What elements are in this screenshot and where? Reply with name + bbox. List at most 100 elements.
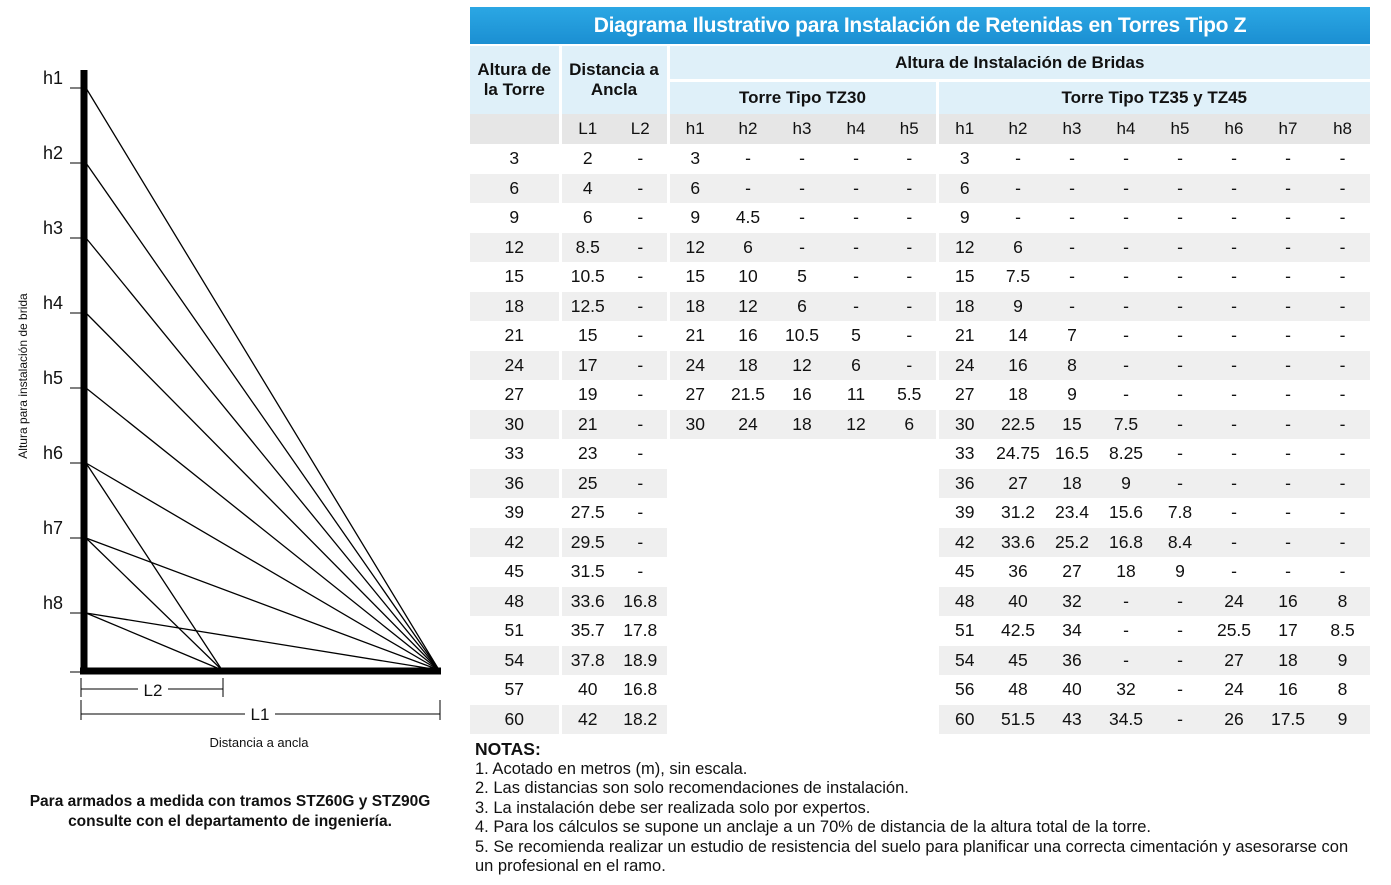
table-cell: - [1261,439,1315,469]
table-cell: 27 [666,380,721,410]
table-cell: 23 [558,439,614,469]
table-cell: 48 [935,586,991,616]
table-cell: 19 [558,380,614,410]
table-cell: - [1045,203,1099,233]
table-cell: - [1315,262,1371,292]
custom-build-note-line2: consulte con el departamento de ingenier… [68,813,392,830]
column-header: h1 [935,114,991,144]
column-header-empty [470,114,560,144]
table-cell: - [829,173,883,203]
column-header-row: L1 L2 h1 h2 h3 h4 h5 h1 h2 h3 h4 h5 h6 h7 h8 [470,114,1371,144]
table-cell: - [1045,144,1099,174]
table-cell [666,557,721,587]
header-tower-height: Altura de la Torre [470,46,560,114]
table-cell: - [1315,144,1371,174]
table-cell: 43 [1045,704,1099,734]
table-cell [666,439,721,469]
notes-list: 1. Acotado en metros (m), sin escala. 2. … [475,760,1365,877]
table-cell: 6 [558,203,614,233]
table-cell [721,704,775,734]
table-row: 36 25-36 27 18 9- - - - [470,468,1371,498]
table-cell [775,586,829,616]
column-header: L1 [558,114,614,144]
table-cell: 31.2 [991,498,1045,528]
table-cell [721,675,775,705]
table-cell: - [1261,350,1315,380]
guy-wire-l1-3 [85,237,440,671]
table-cell: - [1153,144,1207,174]
table-cell [775,527,829,557]
table-cell: 40 [991,586,1045,616]
table-cell: 45 [935,557,991,587]
table-cell: 15 [1045,409,1099,439]
table-cell: 27.5 [558,498,614,528]
height-label-8: h8 [43,593,63,613]
table-cell [666,616,721,646]
table-cell: - [614,468,668,498]
table-cell: 24 [1207,586,1261,616]
table-cell: 4.5 [721,203,775,233]
table-cell: 7 [1045,321,1099,351]
table-cell: 36 [991,557,1045,587]
table-cell: - [614,557,668,587]
table-cell: - [1045,173,1099,203]
table-cell: 34 [1045,616,1099,646]
table-cell: 12 [666,232,721,262]
table-cell: 10 [721,262,775,292]
table-cell: - [1315,409,1371,439]
table-cell: 17.8 [614,616,668,646]
table-cell: - [1261,380,1315,410]
table-cell: - [1099,380,1153,410]
table-cell: 37.8 [558,645,614,675]
table-cell: - [775,232,829,262]
table-cell: - [1045,262,1099,292]
table-cell: - [1153,675,1207,705]
table-cell: 51 [935,616,991,646]
table-cell: - [1153,616,1207,646]
table-cell: - [614,409,668,439]
tower-height-cell: 12 [470,232,560,262]
table-cell: 7.8 [1153,498,1207,528]
tower-height-cell: 6 [470,173,560,203]
table-cell: 18 [775,409,829,439]
table-cell: - [1207,409,1261,439]
height-label-6: h6 [43,443,63,463]
table-cell: - [1261,409,1315,439]
table-cell: - [1099,262,1153,292]
table-cell: - [1315,321,1371,351]
table-cell: - [1099,350,1153,380]
table-cell: - [1207,203,1261,233]
table-cell: 3 [935,144,991,174]
table-cell: 16.5 [1045,439,1099,469]
table-cell: - [1207,262,1261,292]
column-header: h5 [1153,114,1207,144]
guy-wire-l1-7 [85,537,440,671]
table-cell: 5.5 [883,380,937,410]
table-row: 39 27.5-39 31.2 23.4 15.6 7.8- - - [470,498,1371,528]
table-cell: - [1099,203,1153,233]
height-label-2: h2 [43,143,63,163]
table-cell: 29.5 [558,527,614,557]
table-cell: - [1153,262,1207,292]
tower-height-cell: 36 [470,468,560,498]
table-cell: 8.5 [558,232,614,262]
table-cell [666,586,721,616]
table-cell: - [1315,291,1371,321]
table-cell: 32 [1099,675,1153,705]
table-cell [775,557,829,587]
table-row: 60 42 18.2 60 51.5 43 34.5-26 17.5 9 [470,704,1371,734]
notes-section: NOTAS: 1. Acotado en metros (m), sin esc… [475,739,1365,877]
table-cell: - [1153,409,1207,439]
table-cell: 9 [1099,468,1153,498]
table-cell: - [1153,321,1207,351]
x-axis-label: Distancia a ancla [210,735,310,750]
table-cell: - [1207,527,1261,557]
table-cell: - [1099,232,1153,262]
table-cell [883,527,937,557]
table-cell: 36 [1045,645,1099,675]
table-cell: 15.6 [1099,498,1153,528]
table-cell: - [1153,645,1207,675]
table-cell: 6 [721,232,775,262]
table-cell [775,675,829,705]
tower-guy-diagram: h1 h2 h3 h4 h5 h6 h7 h8 Altura para instalación… [16,68,441,750]
